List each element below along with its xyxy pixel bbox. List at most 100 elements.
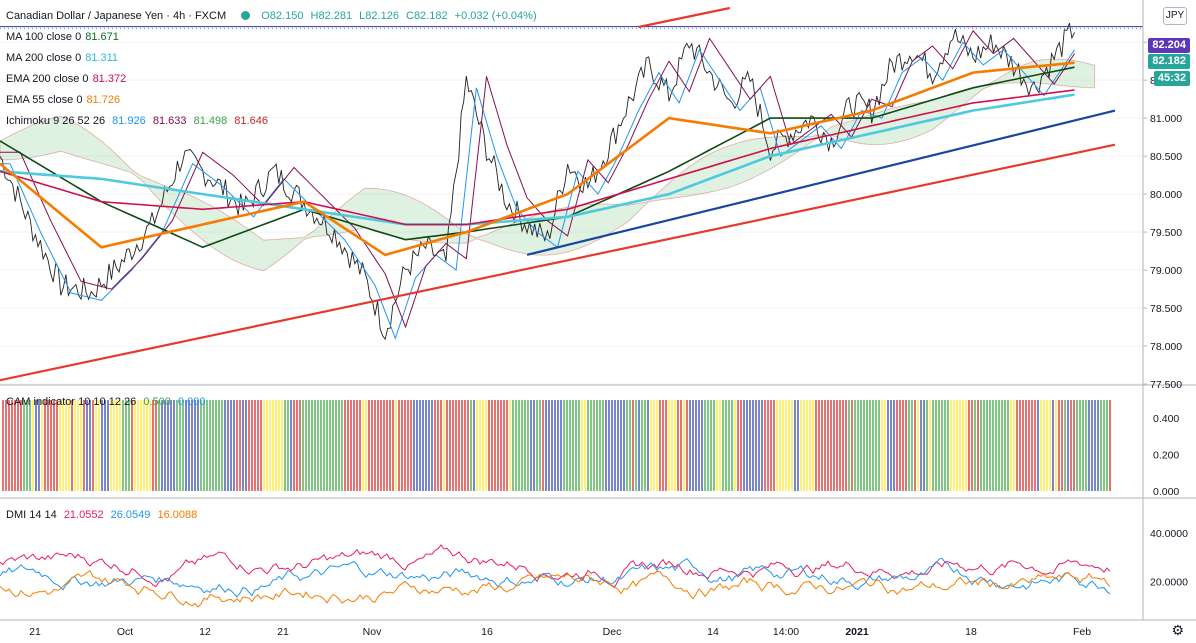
y-tick-labels: 82.00081.50081.00080.50080.00079.50079.0… [1143,37,1188,589]
ichimoku-cloud [0,58,1096,272]
cam-bar [17,400,19,491]
cam-bar [770,400,772,491]
cam-bar [1085,400,1087,491]
y-tick-label: 79.500 [1150,227,1182,239]
legend-label: EMA 200 close 0 [6,73,89,85]
ichimoku-cloud-area [0,58,1096,272]
cam-bar [1016,400,1018,491]
cam-bar [1076,400,1078,491]
cam-bar [947,400,949,491]
cam-bar [938,400,940,491]
cam-bar [8,400,10,491]
cam-bar [1031,400,1033,491]
cam-bar [260,400,262,491]
cam-bar [860,400,862,491]
cam-bar [1049,400,1051,491]
cam-bar [197,400,199,491]
cam-bar [731,400,733,491]
cam-bar [866,400,868,491]
x-tick-label: 16 [481,626,493,638]
cam-bar [989,400,991,491]
legend-ichimoku[interactable]: Ichimoku 9 26 52 26 81.926 81.633 81.498… [6,114,272,128]
x-tick-label: 14 [707,626,719,638]
x-tick-label: 14:00 [773,626,799,638]
cam-bar [14,400,16,491]
legend-ma200[interactable]: MA 200 close 0 81.311 [6,51,122,65]
cam-bar [794,400,796,491]
currency-button[interactable]: JPY [1163,7,1187,25]
dmi-adx-value: 21.0552 [63,509,104,521]
cam-bar [635,400,637,491]
cam-bar [125,400,127,491]
y-tick-label: 78.500 [1150,303,1182,315]
cam-bar [170,400,172,491]
cam-bar [89,400,91,491]
y-tick-label: 80.500 [1150,151,1182,163]
cam-bar [467,400,469,491]
cam-bar [1082,400,1084,491]
cam-bar [995,400,997,491]
cam-bar [1013,400,1015,491]
cam-bar [527,400,529,491]
cam-bar [680,400,682,491]
legend-label: MA 100 close 0 [6,31,82,43]
cam-bar [236,400,238,491]
legend-ma100[interactable]: MA 100 close 0 81.671 [6,30,123,44]
ohlc-low: L82.126 [359,10,399,22]
cam-bar [824,400,826,491]
cam-bar [488,400,490,491]
cam-bar [812,400,814,491]
legend-cam[interactable]: CAM indicator 10 10 12 26 0.500 0.000 [6,395,209,409]
legend-dmi[interactable]: DMI 14 14 21.0552 26.0549 16.0088 [6,508,201,522]
cam-bar [119,400,121,491]
cam-bar [986,400,988,491]
cam-bar [461,400,463,491]
cam-bar [761,400,763,491]
cam-bar [956,400,958,491]
bar-countdown-tag: 45:32 [1153,71,1190,86]
cam-bar [59,400,61,491]
settings-gear-icon[interactable]: ⚙ [1171,622,1184,638]
cam-bar [53,400,55,491]
legend-ema200[interactable]: EMA 200 close 0 81.372 [6,72,130,86]
cam-bar [1058,400,1060,491]
ohlc-close: C82.182 [406,10,448,22]
cam-bar [188,400,190,491]
ichimoku-conversion-value: 81.926 [112,115,146,127]
cam-bar [710,400,712,491]
cam-bar [1067,400,1069,491]
cam-bar [428,400,430,491]
cam-bar [686,400,688,491]
cam-bar [1022,400,1024,491]
cam-bar [296,400,298,491]
axes [0,0,1196,621]
cam-bar [482,400,484,491]
x-tick-labels: 21 Oct 12 21 Nov 16 Dec 14 14:00 2021 18 Feb [29,626,1091,638]
cam-bar [1088,400,1090,491]
cam-bar [875,400,877,491]
cam-bar [884,400,886,491]
cam-bar [581,400,583,491]
cam-bar [716,400,718,491]
cam-bar [968,400,970,491]
cam-bar [857,400,859,491]
cam-bar [506,400,508,491]
cam-bar [971,400,973,491]
cam-bar [41,400,43,491]
cam-bar [1025,400,1027,491]
cam-bar [533,400,535,491]
dmi-series-line [0,544,1111,588]
cam-bar [437,400,439,491]
legend-ema55[interactable]: EMA 55 close 0 81.726 [6,93,124,107]
cam-bar [137,400,139,491]
cam-bar [692,400,694,491]
cam-bar [725,400,727,491]
price-lines [0,22,1143,341]
trendlines[interactable] [0,6,1116,382]
cam-bar [881,400,883,491]
cam-bar [746,400,748,491]
cam-bar [416,400,418,491]
cam-bar [803,400,805,491]
cam-bar [659,400,661,491]
